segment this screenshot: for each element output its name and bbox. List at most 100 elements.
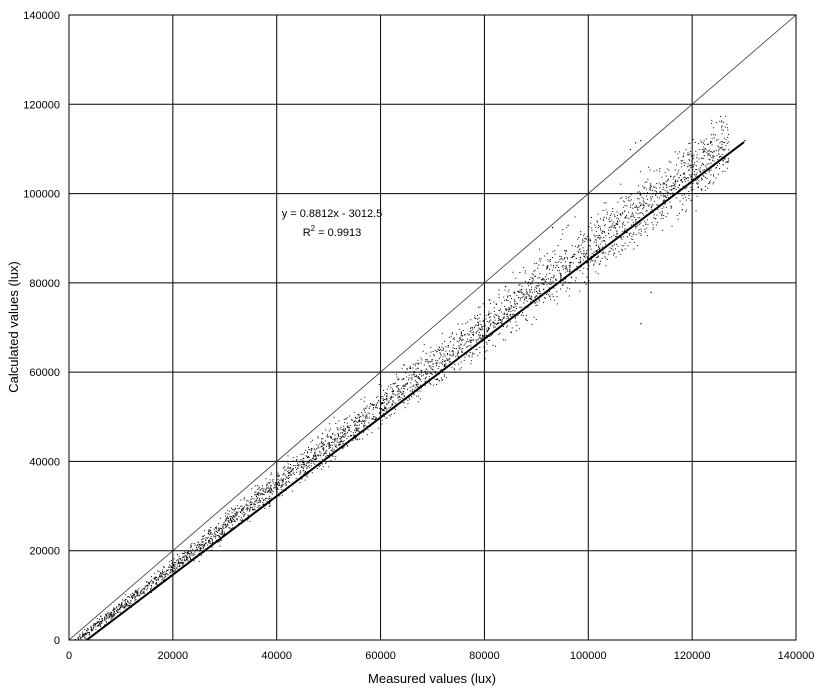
data-point [441,346,443,348]
data-point [368,407,370,409]
data-point [581,253,583,255]
data-point [440,353,442,355]
data-point [704,186,706,188]
x-tick-label: 0 [66,650,72,662]
data-point [357,430,359,432]
data-point [605,243,607,245]
data-point [528,297,530,299]
data-point [696,174,698,176]
data-point [564,261,566,263]
data-point [627,199,629,201]
data-point [513,306,515,308]
data-point [320,452,322,454]
data-point [301,464,303,466]
data-point [632,204,634,206]
data-point [691,176,693,178]
data-point [177,554,179,556]
data-point [637,191,639,193]
data-point [215,526,217,528]
data-point [599,237,601,239]
data-point [424,377,426,379]
data-point [639,202,641,204]
data-point [410,377,412,379]
data-point [279,482,281,484]
data-point [115,606,117,608]
data-point [429,355,431,357]
data-point [495,304,497,306]
y-tick-label: 100000 [23,189,60,201]
data-point [183,556,185,558]
data-point [269,490,271,492]
data-point [594,236,596,238]
data-point [356,417,358,419]
data-point [419,390,421,392]
data-point [597,248,599,250]
data-point [608,237,610,239]
data-point [477,325,479,327]
data-point [111,614,113,616]
data-point [350,431,352,433]
data-point [335,455,337,457]
data-point [220,534,222,536]
data-point [613,227,615,229]
data-point [544,296,546,298]
data-point [510,315,512,317]
data-point [237,511,239,513]
data-point [412,374,414,376]
data-point [362,419,364,421]
data-point [167,574,169,576]
data-point [108,614,110,616]
data-point [230,516,232,518]
data-point [201,541,203,543]
data-point [435,372,437,374]
data-point [639,212,641,214]
data-point [347,426,349,428]
data-point [718,168,720,170]
data-point [687,152,689,154]
data-point [210,537,212,539]
data-point [321,458,323,460]
data-point [319,443,321,445]
data-point [501,319,503,321]
data-point [552,251,554,253]
data-point [700,171,702,173]
data-point [479,320,481,322]
data-point [677,186,679,188]
data-point [345,433,347,435]
data-point [475,349,477,351]
data-point [464,343,466,345]
data-point [170,569,172,571]
data-point [587,239,589,241]
data-point [672,188,674,190]
data-point [163,577,165,579]
data-point [539,260,541,262]
data-point [595,250,597,252]
data-point [624,217,626,219]
data-point [504,339,506,341]
data-point [179,565,181,567]
data-point [510,313,512,315]
data-point [528,294,530,296]
data-point [482,325,484,327]
data-point [589,238,591,240]
data-point [555,278,557,280]
data-point [301,478,303,480]
data-point [382,396,384,398]
data-point [568,271,570,273]
data-point [545,276,547,278]
data-point [418,376,420,378]
data-point [330,428,332,430]
data-point [599,243,601,245]
data-point [222,533,224,535]
data-point [276,475,278,477]
data-point [303,463,305,465]
data-point [521,285,523,287]
data-point [525,290,527,292]
data-point [677,157,679,159]
data-point [322,438,324,440]
data-point [299,481,301,483]
data-point [509,309,511,311]
data-point [504,286,506,288]
data-point [411,388,413,390]
data-point [82,633,84,635]
